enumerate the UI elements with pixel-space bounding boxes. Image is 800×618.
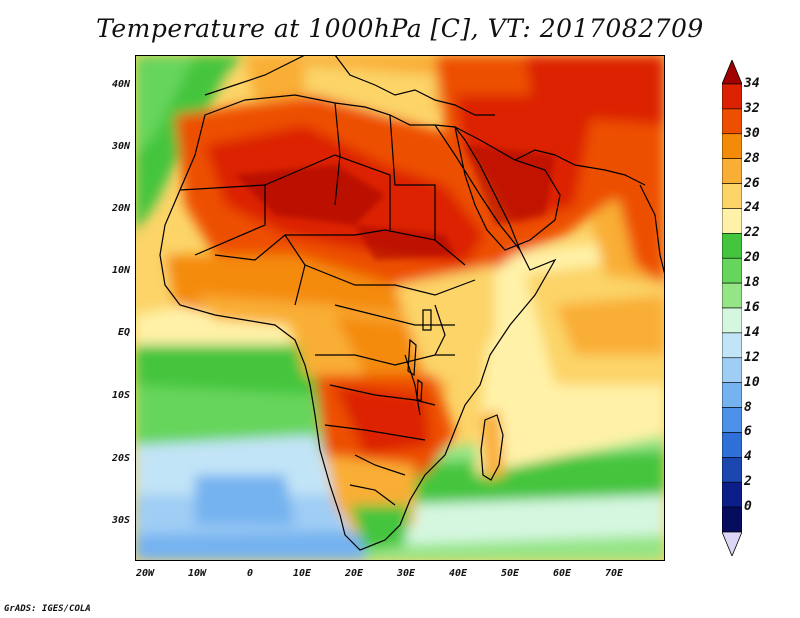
lon-label-10w: 10W	[187, 568, 207, 579]
colorbar-label: 6	[744, 424, 752, 440]
lat-label-40n: 40N	[111, 79, 130, 90]
colorbar-label: 16	[744, 300, 760, 315]
temperature-map	[135, 55, 665, 561]
colorbar-bin	[722, 208, 742, 234]
colorbar-bin	[722, 457, 742, 483]
colorbar-bin	[722, 158, 742, 184]
colorbar-bin	[722, 357, 742, 383]
colorbar-label: 8	[744, 399, 752, 415]
temperature-field	[135, 55, 665, 561]
colorbar-label: 28	[744, 150, 760, 166]
colorbar-label: 12	[744, 349, 760, 365]
lon-label-50e: 50E	[500, 568, 520, 579]
colorbar-bin	[722, 432, 742, 458]
lon-label-10e: 10E	[292, 568, 312, 579]
credit-text: GrADS: IGES/COLA	[4, 604, 91, 614]
colorbar-bin	[722, 506, 742, 533]
colorbar-label: 22	[744, 225, 760, 241]
colorbar-bin	[722, 332, 742, 359]
lat-label-20n: 20N	[111, 203, 130, 214]
colorbar-bottom-arrow	[722, 531, 742, 556]
colorbar-label: 10	[744, 374, 760, 390]
colorbar-label: 34	[744, 76, 760, 91]
colorbar-label: 32	[744, 100, 760, 116]
lon-label-40e: 40E	[448, 568, 468, 579]
lon-label-30e: 30E	[396, 568, 416, 579]
lat-label-10s: 10S	[111, 390, 130, 401]
lon-label-60e: 60E	[552, 568, 572, 579]
map-title: Temperature at 1000hPa [C], VT: 20170827…	[96, 14, 704, 43]
colorbar-bin	[722, 481, 742, 508]
colorbar	[722, 60, 742, 556]
lat-label-30s: 30S	[111, 515, 130, 526]
colorbar-label: 20	[744, 250, 760, 266]
colorbar-bin	[722, 108, 742, 135]
colorbar-label: 2	[744, 474, 752, 490]
colorbar-label: 0	[744, 499, 752, 515]
lat-label-10n: 10N	[111, 265, 130, 276]
colorbar-label: 14	[744, 324, 760, 340]
colorbar-bin	[722, 382, 742, 408]
colorbar-bin	[722, 307, 742, 334]
lat-label-eq: EQ	[117, 327, 130, 338]
colorbar-label: 24	[744, 200, 760, 216]
colorbar-bin	[722, 183, 742, 209]
colorbar-bin	[722, 282, 742, 309]
lon-label-20e: 20E	[344, 568, 364, 579]
colorbar-label: 18	[744, 275, 760, 291]
colorbar-bin	[722, 233, 742, 259]
lon-label-20w: 20W	[135, 568, 155, 579]
coastlines	[159, 55, 665, 551]
colorbar-bin	[722, 83, 742, 110]
colorbar-top-arrow	[722, 60, 742, 85]
colorbar-bin	[722, 257, 742, 284]
colorbar-bin	[722, 407, 742, 433]
colorbar-label: 4	[744, 449, 752, 465]
lat-label-30n: 30N	[111, 141, 130, 152]
colorbar-label: 30	[744, 125, 760, 141]
lon-label-70e: 70E	[604, 568, 624, 579]
lat-label-20s: 20S	[111, 453, 130, 464]
lon-label-0: 0	[246, 568, 254, 579]
colorbar-label: 26	[744, 175, 760, 191]
colorbar-bin	[722, 133, 742, 159]
